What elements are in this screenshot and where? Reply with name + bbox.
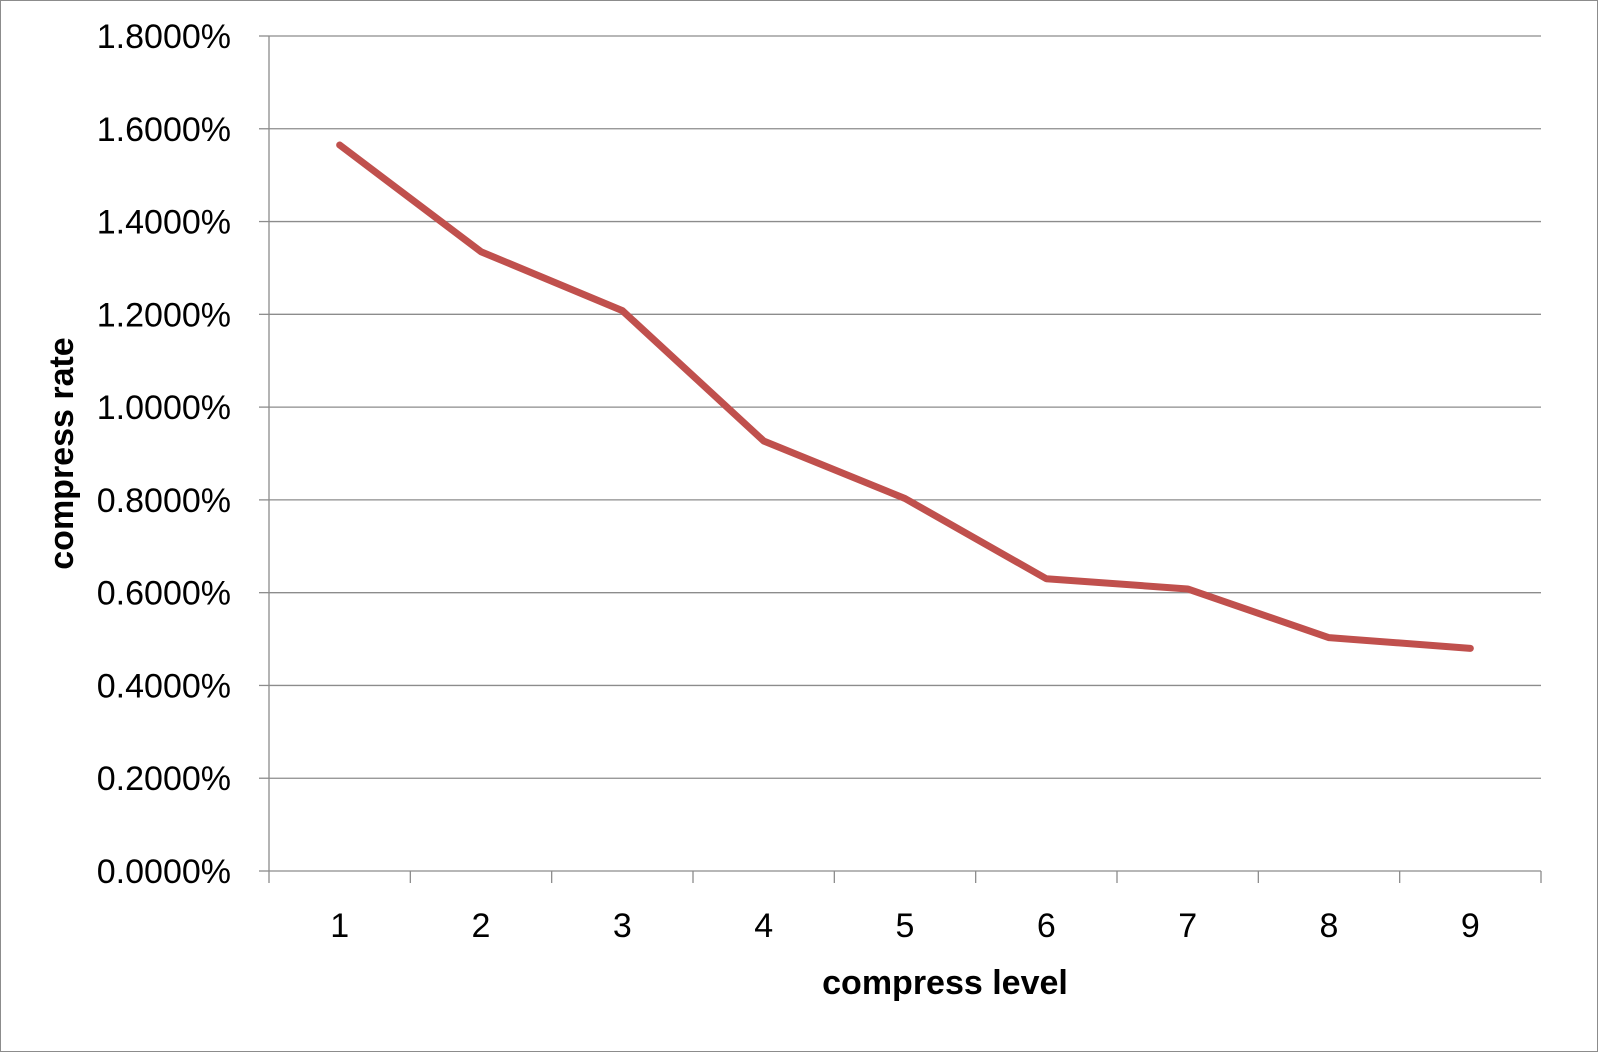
gridlines <box>269 35 1541 779</box>
y-tick-label: 1.6000% <box>97 111 231 149</box>
axes <box>259 35 1542 883</box>
x-tick-label: 9 <box>1461 907 1480 945</box>
series <box>336 141 1474 652</box>
x-tick-labels: 1 2 3 4 5 6 7 8 9 <box>330 907 1480 945</box>
x-axis-title: compress level <box>822 964 1068 1002</box>
y-tick-label: 0.0000% <box>97 853 231 891</box>
x-tick-label: 6 <box>1037 907 1056 945</box>
x-tick-label: 1 <box>330 907 349 945</box>
x-tick-label: 4 <box>754 907 773 945</box>
y-axis-title: compress rate <box>43 337 81 569</box>
x-tick-label: 5 <box>896 907 915 945</box>
y-tick-label: 0.6000% <box>97 575 231 613</box>
x-tick-label: 7 <box>1178 907 1197 945</box>
y-tick-label: 1.0000% <box>97 389 231 427</box>
x-tick-label: 8 <box>1320 907 1339 945</box>
y-tick-label: 0.2000% <box>97 760 231 798</box>
y-tick-label: 1.8000% <box>97 18 231 56</box>
x-tick-label: 3 <box>613 907 632 945</box>
y-tick-label: 1.4000% <box>97 204 231 242</box>
y-tick-label: 1.2000% <box>97 296 231 334</box>
y-tick-labels: 0.0000% 0.2000% 0.4000% 0.6000% 0.8000% 1.000… <box>97 18 231 891</box>
x-tick-label: 2 <box>472 907 491 945</box>
y-tick-label: 0.8000% <box>97 482 231 520</box>
y-tick-label: 0.4000% <box>97 667 231 705</box>
series-line <box>336 141 1474 652</box>
